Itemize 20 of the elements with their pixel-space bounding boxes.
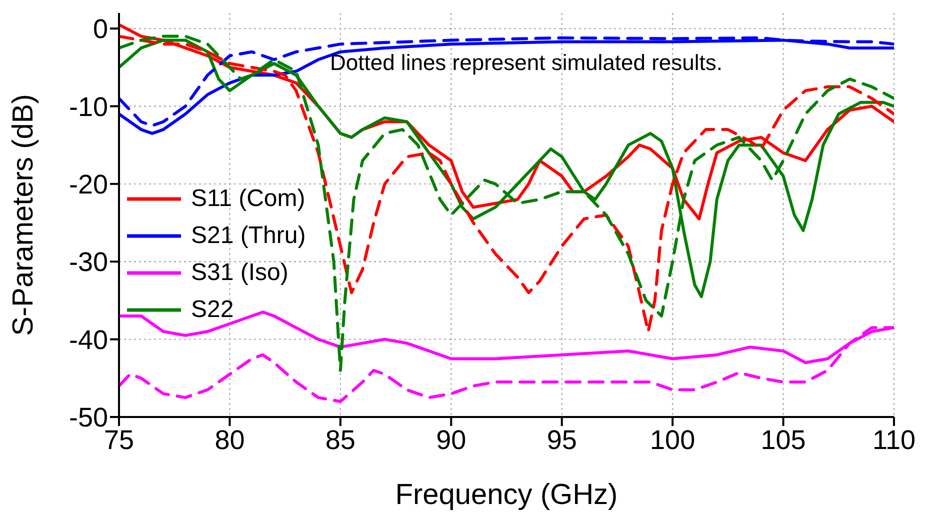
legend-label: S31 (Iso) <box>191 258 288 288</box>
x-tick-label: 90 <box>436 425 466 456</box>
x-tick-label: 95 <box>546 425 577 456</box>
x-tick-label: 75 <box>104 425 134 456</box>
x-axis-title: Frequency (GHz) <box>395 479 618 511</box>
x-tick-label: 110 <box>872 425 916 456</box>
legend-label: S21 (Thru) <box>191 221 306 251</box>
x-tick-label: 80 <box>214 425 245 456</box>
legend-label: S22 <box>191 295 234 325</box>
annotation: Dotted lines represent simulated results. <box>330 50 723 76</box>
y-axis-title: S-Parameters (dB) <box>7 94 40 336</box>
y-tick-label: -40 <box>68 324 108 355</box>
legend-label: S11 (Com) <box>191 184 306 214</box>
y-tick-label: -10 <box>68 92 108 122</box>
x-tick-label: 105 <box>760 425 806 456</box>
x-tick-label: 100 <box>650 425 696 456</box>
y-tick-label: -30 <box>68 247 108 278</box>
x-tick-label: 85 <box>325 425 356 456</box>
y-tick-label: 0 <box>92 14 108 44</box>
y-tick-label: -20 <box>68 170 108 200</box>
